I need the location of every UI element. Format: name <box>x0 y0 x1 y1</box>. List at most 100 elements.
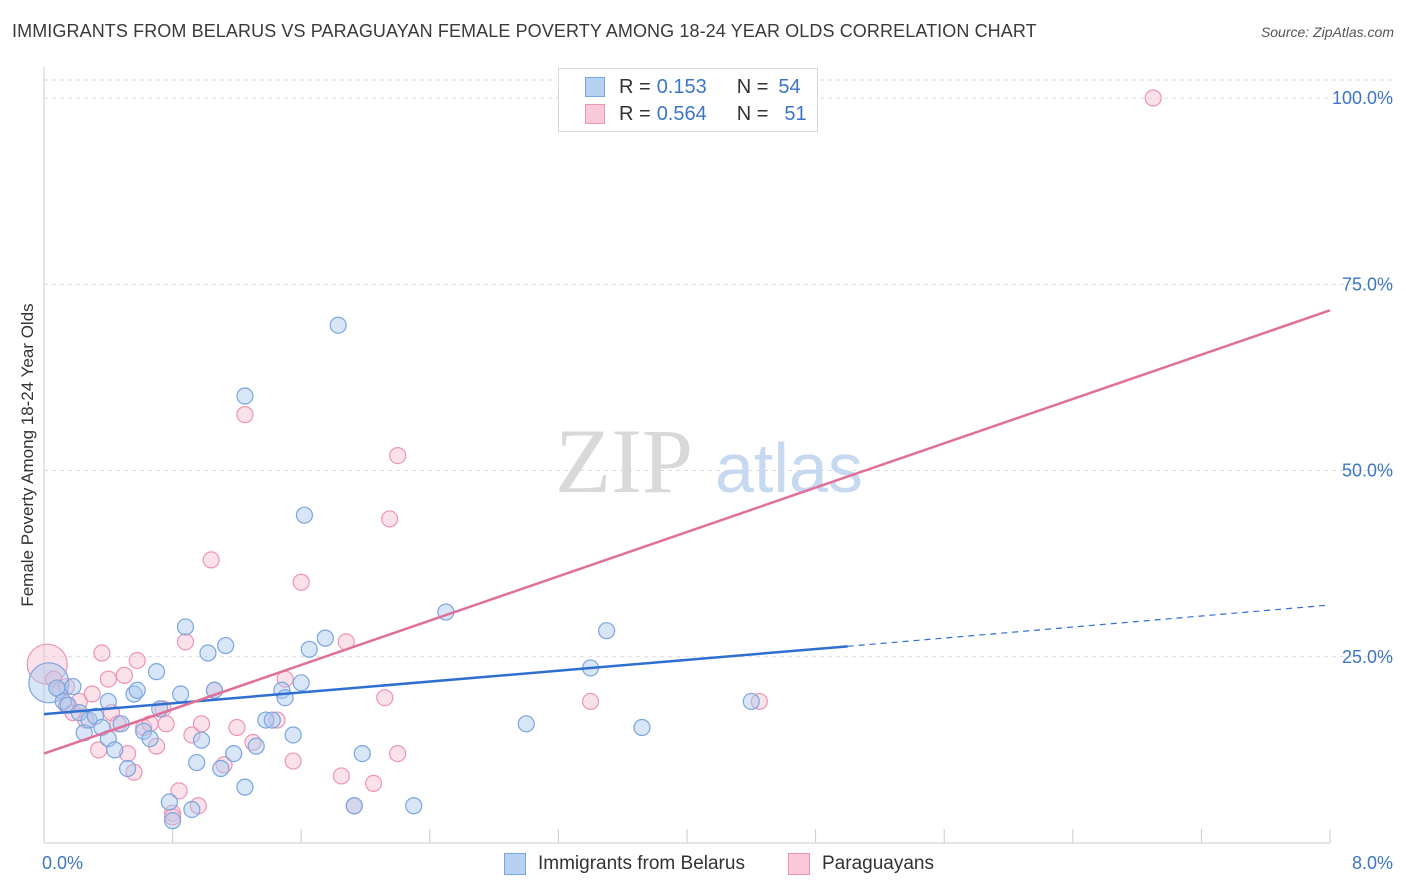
source-label: Source: ZipAtlas.com <box>1260 24 1394 40</box>
point-belarus <box>217 636 235 655</box>
point-belarus <box>236 387 254 405</box>
point-paraguayans <box>157 715 175 733</box>
legend-n-label: N = <box>736 102 769 125</box>
watermark-atlas: atlas <box>715 429 863 507</box>
chart-title: IMMIGRANTS FROM BELARUS VS PARAGUAYAN FE… <box>12 21 1037 41</box>
point-belarus <box>405 797 423 815</box>
point-belarus <box>329 316 347 334</box>
bottom-legend-label-paraguayans: Paraguayans <box>822 853 934 874</box>
point-paraguayans <box>332 767 350 785</box>
point-paraguayans <box>176 633 195 651</box>
point-belarus <box>633 718 651 737</box>
point-paraguayans <box>364 774 383 793</box>
point-belarus <box>225 744 243 763</box>
legend-n-label: N = <box>736 75 769 98</box>
point-paraguayans <box>183 726 201 744</box>
trendline-belarus-extension <box>847 604 1327 647</box>
point-paraguayans <box>115 666 133 684</box>
point-belarus <box>295 506 314 524</box>
trend-lines <box>43 309 1331 755</box>
bottom-legend-label-belarus: Immigrants from Belarus <box>538 853 745 874</box>
point-belarus <box>742 692 760 711</box>
x-tick-label: 8.0% <box>1352 853 1393 873</box>
tick-labels: 25.0% 50.0% 75.0% 100.0% 0.0% 8.0% <box>42 88 1393 873</box>
point-paraguayans <box>202 551 220 569</box>
point-belarus <box>247 737 265 755</box>
point-paraguayans <box>1144 89 1162 107</box>
point-paraguayans <box>389 744 407 763</box>
legend-r-value-belarus: 0.153 <box>656 75 707 98</box>
point-belarus <box>300 640 318 658</box>
point-paraguayans <box>83 685 101 703</box>
point-belarus <box>199 644 217 662</box>
point-belarus <box>176 618 195 636</box>
watermark: ZIP atlas <box>555 410 863 512</box>
y-axis-label: Female Poverty Among 18-24 Year Olds <box>18 303 37 606</box>
bottom-legend-swatch-paraguayans <box>788 853 810 875</box>
bottom-legend-swatch-belarus <box>504 853 526 875</box>
point-paraguayans <box>292 573 310 591</box>
point-belarus <box>106 741 124 759</box>
gridlines <box>44 79 1395 658</box>
point-belarus <box>64 677 82 696</box>
point-belarus <box>598 622 616 640</box>
legend-n-value-belarus: 54 <box>778 75 801 98</box>
data-points <box>26 89 1162 830</box>
point-belarus <box>128 681 146 699</box>
point-belarus <box>257 711 275 729</box>
point-paraguayans <box>118 744 137 763</box>
legend-r-label: R = <box>619 102 651 125</box>
point-paraguayans <box>170 782 188 800</box>
x-tick-label: 0.0% <box>42 853 83 873</box>
point-paraguayans <box>128 651 146 670</box>
trendline-paraguayans <box>43 309 1331 755</box>
point-belarus <box>188 753 206 772</box>
point-belarus <box>141 730 159 748</box>
point-belarus <box>147 663 166 681</box>
legend-r-value-paraguayans: 0.564 <box>656 102 707 125</box>
point-belarus <box>345 797 363 815</box>
point-belarus <box>284 726 302 744</box>
point-paraguayans <box>192 715 211 733</box>
y-tick-label: 50.0% <box>1342 461 1393 481</box>
point-belarus <box>236 778 254 796</box>
point-paraguayans <box>236 406 254 424</box>
point-belarus <box>292 674 310 692</box>
point-paraguayans <box>389 447 407 465</box>
point-belarus <box>263 711 281 729</box>
point-paraguayans <box>99 670 117 688</box>
point-paraguayans <box>381 510 399 528</box>
point-belarus <box>183 800 201 819</box>
watermark-zip: ZIP <box>555 410 693 512</box>
y-tick-label: 100.0% <box>1332 88 1393 108</box>
point-belarus <box>160 793 178 811</box>
trendline-belarus <box>43 645 848 716</box>
point-belarus <box>172 685 190 703</box>
point-paraguayans <box>93 644 111 662</box>
y-tick-label: 75.0% <box>1342 274 1393 294</box>
point-paraguayans <box>376 689 394 707</box>
point-belarus <box>212 759 230 778</box>
point-belarus <box>353 744 371 763</box>
point-paraguayans <box>581 692 600 711</box>
legend-row-paraguayans: R = 0.564 N = 51 <box>585 101 807 127</box>
legend-swatch-belarus <box>585 77 605 97</box>
bottom-legend-belarus: Immigrants from Belarus <box>504 852 745 876</box>
point-belarus <box>164 812 182 830</box>
correlation-legend: R = 0.153 N = 54 R = 0.564 N = 51 <box>558 68 818 132</box>
point-belarus <box>316 629 334 647</box>
y-tick-label: 25.0% <box>1342 647 1393 667</box>
legend-row-belarus: R = 0.153 N = 54 <box>585 74 801 100</box>
point-belarus <box>118 759 137 778</box>
axes <box>43 67 1331 844</box>
legend-swatch-paraguayans <box>585 104 605 124</box>
point-belarus <box>28 662 70 704</box>
legend-n-value-paraguayans: 51 <box>784 102 807 125</box>
point-paraguayans <box>228 718 246 737</box>
point-belarus <box>517 715 535 733</box>
point-paraguayans <box>284 752 302 770</box>
point-belarus <box>192 731 211 749</box>
bottom-legend-paraguayans: Paraguayans <box>788 852 934 876</box>
legend-r-label: R = <box>619 75 651 98</box>
